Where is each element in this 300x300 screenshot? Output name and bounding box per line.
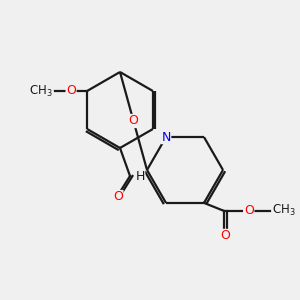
Text: O: O	[220, 230, 230, 242]
Text: N: N	[161, 130, 171, 144]
Text: O: O	[66, 85, 76, 98]
Text: O: O	[129, 115, 138, 128]
Text: H: H	[135, 169, 145, 182]
Text: CH$_3$: CH$_3$	[29, 83, 53, 98]
Text: CH$_3$: CH$_3$	[272, 203, 296, 218]
Text: O: O	[113, 190, 123, 203]
Text: O: O	[244, 204, 254, 218]
